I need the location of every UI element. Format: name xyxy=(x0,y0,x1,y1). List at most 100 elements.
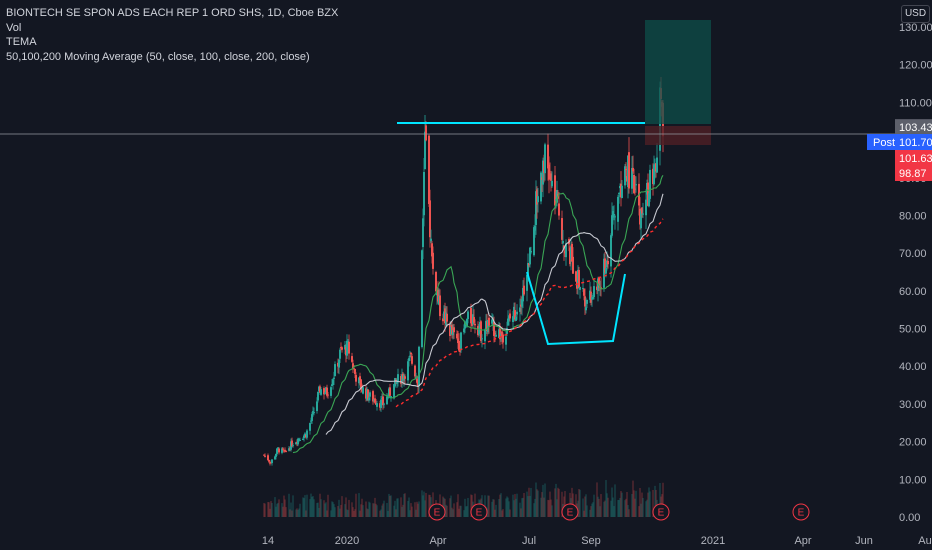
candle-body xyxy=(389,387,391,396)
volume-bar xyxy=(453,503,455,517)
candle-body xyxy=(537,196,539,203)
volume-bar xyxy=(346,509,348,517)
candle-body xyxy=(404,376,406,379)
volume-bar xyxy=(549,491,551,517)
candle-body xyxy=(530,251,532,253)
candle-body xyxy=(264,455,266,457)
volume-bar xyxy=(382,503,384,517)
x-tick-label: Apr xyxy=(429,535,446,547)
volume-bar xyxy=(619,497,621,517)
volume-bar xyxy=(383,500,385,517)
volume-bar xyxy=(514,494,516,517)
candle-body xyxy=(605,267,607,274)
earnings-marker[interactable] xyxy=(792,503,810,521)
volume-bar xyxy=(582,498,584,517)
volume-bar xyxy=(551,505,553,517)
y-tick-label: 50.00 xyxy=(899,324,927,336)
volume-bar xyxy=(508,501,510,517)
candle-body xyxy=(522,287,524,302)
volume-bar xyxy=(359,510,361,517)
volume-bar xyxy=(590,506,592,517)
candle-body xyxy=(572,256,574,274)
volume-bar xyxy=(361,498,363,517)
candle-body xyxy=(355,374,357,382)
candle-body xyxy=(582,288,584,290)
volume-bar xyxy=(368,501,370,517)
candle-body xyxy=(292,445,294,447)
volume-bar xyxy=(339,508,341,517)
candle-body xyxy=(281,448,283,453)
volume-bar xyxy=(404,493,406,517)
volume-bar xyxy=(487,495,489,517)
volume-bar xyxy=(323,500,325,517)
candle-body xyxy=(282,448,284,450)
volume-bar xyxy=(530,487,532,517)
volume-bar xyxy=(313,499,315,517)
candle-body xyxy=(274,456,276,460)
volume-bar xyxy=(614,484,616,517)
volume-bar xyxy=(416,501,418,517)
volume-bar xyxy=(381,505,383,517)
candle-body xyxy=(544,144,546,174)
volume-bar xyxy=(632,480,634,517)
volume-bar xyxy=(296,508,298,517)
currency-button[interactable]: USD xyxy=(901,5,930,23)
candle-body xyxy=(435,272,437,292)
volume-bar xyxy=(298,508,300,517)
candle-body xyxy=(414,365,416,377)
candle-body xyxy=(593,286,595,297)
earnings-marker[interactable] xyxy=(652,503,670,521)
candle-body xyxy=(610,235,612,267)
candle-body xyxy=(481,338,483,340)
volume-bar xyxy=(303,498,305,517)
volume-bar xyxy=(276,503,278,517)
candle-body xyxy=(640,210,642,229)
candle-body xyxy=(575,271,577,282)
candle-body xyxy=(649,169,651,199)
volume-bar xyxy=(418,501,420,517)
volume-bar xyxy=(515,498,517,517)
volume-bar xyxy=(604,500,606,517)
cup-pattern-drawing[interactable] xyxy=(526,271,626,346)
long-position-loss-zone[interactable] xyxy=(645,126,711,145)
tema-legend[interactable]: TEMA xyxy=(6,36,37,48)
volume-bar xyxy=(291,510,293,517)
x-axis[interactable]: 14 2020 Apr Jul Sep 2021 Apr Jun Au xyxy=(262,535,932,547)
volume-bar xyxy=(410,503,412,517)
candle-body xyxy=(632,167,634,172)
volume-bar xyxy=(571,487,573,517)
volume-bar xyxy=(309,499,311,517)
candle-body xyxy=(621,185,623,199)
symbol-title[interactable]: BIONTECH SE SPON ADS EACH REP 1 ORD SHS,… xyxy=(6,7,339,19)
candle-body xyxy=(432,252,434,269)
volume-legend[interactable]: Vol xyxy=(6,21,22,34)
candle-body xyxy=(473,317,475,323)
volume-bar xyxy=(295,509,297,517)
volume-bar xyxy=(577,500,579,517)
earnings-marker[interactable] xyxy=(428,503,446,521)
volume-bar xyxy=(639,487,641,517)
candle-body xyxy=(295,442,297,445)
earnings-marker[interactable] xyxy=(470,503,488,521)
volume-bar xyxy=(592,502,594,517)
volume-bar xyxy=(456,502,458,517)
volume-bar xyxy=(274,497,276,517)
candle-body xyxy=(311,414,313,421)
x-tick-label: 2020 xyxy=(335,535,359,547)
volume-bar xyxy=(542,484,544,517)
volume-bar xyxy=(376,505,378,517)
candle-body xyxy=(614,216,616,218)
candle-body xyxy=(540,172,542,202)
volume-bar xyxy=(624,500,626,517)
candle-body xyxy=(554,175,556,206)
earnings-marker[interactable] xyxy=(561,503,579,521)
long-position-profit-zone[interactable] xyxy=(645,20,711,124)
moving-average-legend[interactable]: 50,100,200 Moving Average (50, close, 10… xyxy=(6,50,310,63)
candle-body xyxy=(439,295,441,317)
volume-bar xyxy=(281,503,283,517)
earnings-marker-label: E xyxy=(658,508,665,519)
candle-body xyxy=(354,368,356,374)
volume-bar xyxy=(446,505,448,517)
volume-bar xyxy=(464,498,466,517)
